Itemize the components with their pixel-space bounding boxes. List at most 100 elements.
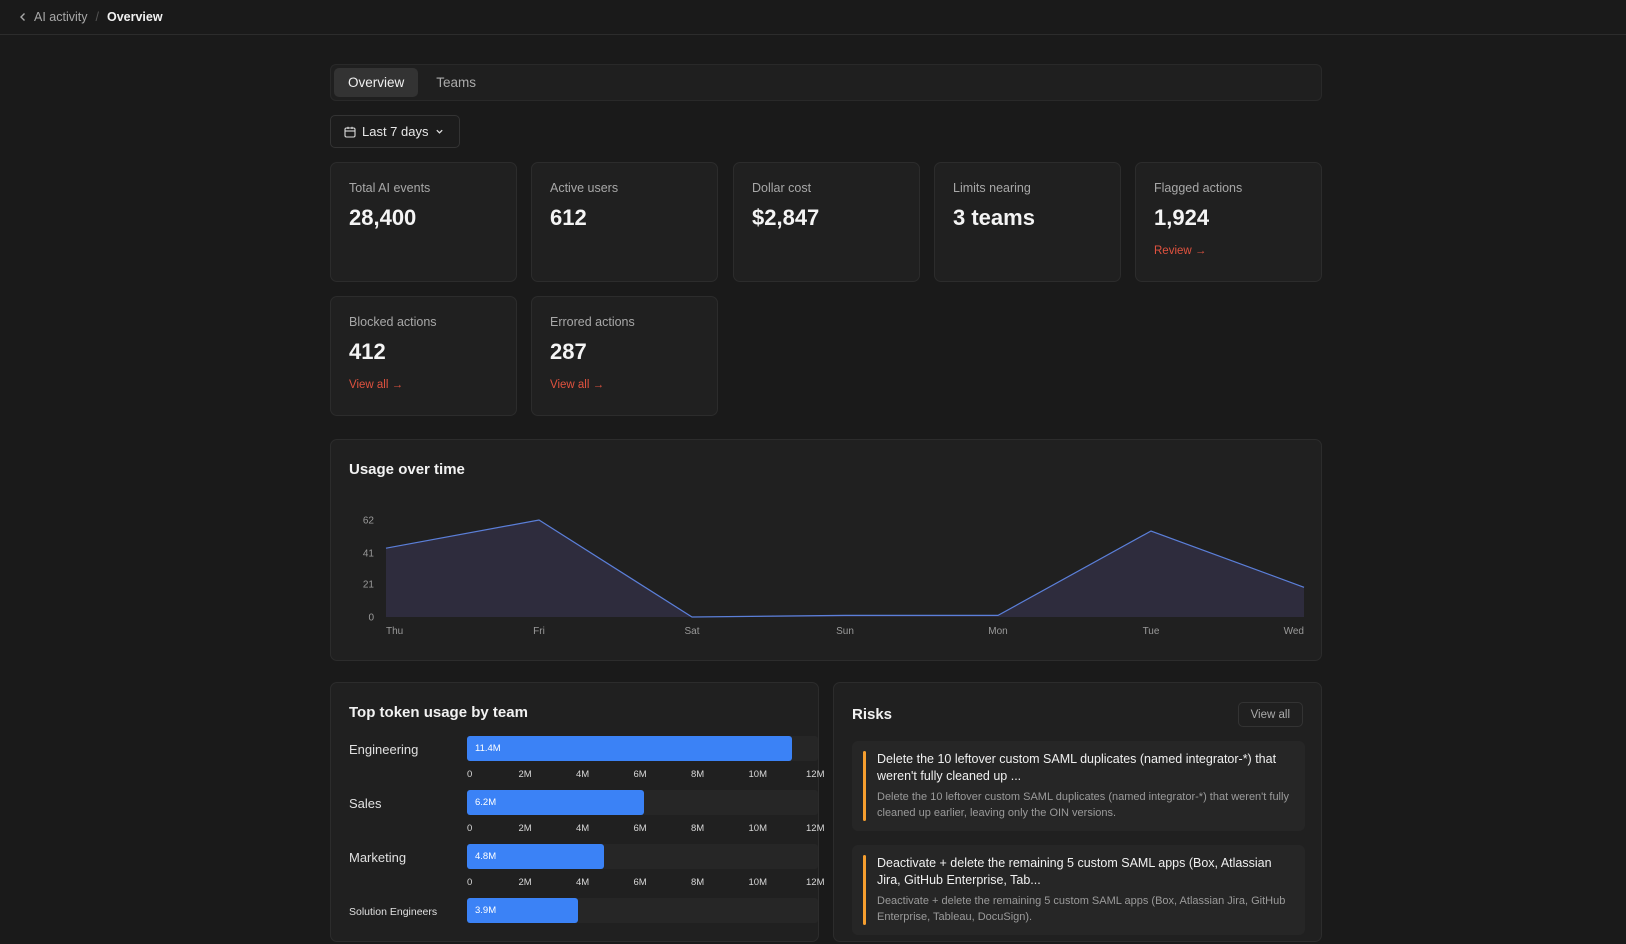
chevron-down-icon: [435, 127, 444, 136]
bar-track: 3.9M: [467, 898, 818, 923]
bar-track: 4.8M: [467, 844, 818, 869]
calendar-icon: [344, 126, 356, 138]
tab-teams[interactable]: Teams: [422, 68, 490, 97]
team-label: Marketing: [349, 850, 406, 865]
x-tick-label: Mon: [988, 626, 1007, 637]
bar-track: 6.2M: [467, 790, 818, 815]
date-range-dropdown[interactable]: Last 7 days: [330, 115, 460, 148]
stat-label: Limits nearing: [953, 181, 1102, 195]
stat-card-errored-actions: Errored actions 287 View all →: [531, 296, 718, 416]
y-tick-label: 41: [363, 548, 375, 559]
x-tick-label: Tue: [1143, 626, 1160, 637]
stat-card-blocked-actions: Blocked actions 412 View all →: [330, 296, 517, 416]
x-tick-label: 0: [467, 769, 472, 780]
x-tick-label: 2M: [519, 823, 532, 834]
x-tick-label: Wed: [1284, 626, 1304, 637]
breadcrumb-separator: /: [96, 10, 99, 24]
stat-value: 3 teams: [953, 205, 1102, 231]
x-tick-label: 6M: [634, 877, 647, 888]
stat-value: $2,847: [752, 205, 901, 231]
risks-title: Risks: [852, 706, 892, 723]
y-tick-label: 21: [363, 580, 375, 591]
bar-track: 11.4M: [467, 736, 818, 761]
stat-card-limits-nearing: Limits nearing 3 teams: [934, 162, 1121, 282]
x-tick-label: 4M: [576, 823, 589, 834]
x-tick-label: 0: [467, 877, 472, 888]
stat-cards: Total AI events 28,400 Active users 612 …: [330, 162, 1322, 417]
view-all-blocked-link[interactable]: View all →: [349, 379, 403, 391]
bar-value-label: 4.8M: [475, 851, 496, 862]
x-tick-label: 12M: [806, 823, 824, 834]
token-usage-title: Top token usage by team: [349, 704, 528, 721]
x-tick-label: 8M: [691, 769, 704, 780]
risk-item[interactable]: Delete the 10 leftover custom SAML dupli…: [852, 741, 1305, 831]
x-tick-label: 4M: [576, 769, 589, 780]
stat-label: Dollar cost: [752, 181, 901, 195]
x-tick-label: 0: [467, 823, 472, 834]
breadcrumb-current: Overview: [107, 10, 163, 24]
stat-value: 287: [550, 339, 699, 365]
risk-title: Deactivate + delete the remaining 5 cust…: [877, 855, 1291, 889]
risk-severity-bar: [863, 751, 866, 821]
stat-card-total-events: Total AI events 28,400: [330, 162, 517, 282]
team-label: Solution Engineers: [349, 906, 437, 918]
stat-card-dollar-cost: Dollar cost $2,847: [733, 162, 920, 282]
view-all-errored-link[interactable]: View all →: [550, 379, 604, 391]
bar-value-label: 6.2M: [475, 797, 496, 808]
y-tick-label: 0: [368, 613, 374, 624]
x-tick-label: 8M: [691, 823, 704, 834]
usage-area-fill: [386, 520, 1304, 617]
x-tick-label: 12M: [806, 877, 824, 888]
stat-value: 612: [550, 205, 699, 231]
risks-view-all-button[interactable]: View all: [1238, 702, 1303, 727]
team-usage-bar: 6.2M: [467, 790, 644, 815]
x-tick-label: 4M: [576, 877, 589, 888]
stat-value: 28,400: [349, 205, 498, 231]
stat-label: Errored actions: [550, 315, 699, 329]
stat-label: Total AI events: [349, 181, 498, 195]
stat-card-flagged-actions: Flagged actions 1,924 Review →: [1135, 162, 1322, 282]
x-tick-label: 12M: [806, 769, 824, 780]
y-tick-label: 62: [363, 516, 375, 527]
date-range-label: Last 7 days: [362, 124, 429, 139]
x-tick-label: 2M: [519, 877, 532, 888]
team-label: Sales: [349, 796, 382, 811]
review-link[interactable]: Review →: [1154, 245, 1206, 257]
risk-title: Delete the 10 leftover custom SAML dupli…: [877, 751, 1291, 785]
team-usage-bar: 3.9M: [467, 898, 578, 923]
x-tick-label: 8M: [691, 877, 704, 888]
x-tick-label: 10M: [749, 823, 767, 834]
tab-bar: Overview Teams: [330, 64, 1322, 101]
stat-label: Flagged actions: [1154, 181, 1303, 195]
team-bar-row: Solution Engineers 3.9M: [349, 898, 804, 944]
breadcrumb: AI activity / Overview: [0, 0, 1626, 35]
team-label: Engineering: [349, 742, 418, 757]
x-tick-label: Sat: [684, 626, 699, 637]
risk-severity-bar: [863, 855, 866, 925]
breadcrumb-back-link[interactable]: AI activity: [18, 10, 88, 24]
stat-value: 1,924: [1154, 205, 1303, 231]
tab-overview[interactable]: Overview: [334, 68, 418, 97]
stat-value: 412: [349, 339, 498, 365]
stat-card-active-users: Active users 612: [531, 162, 718, 282]
x-tick-label: Sun: [836, 626, 854, 637]
stat-label: Active users: [550, 181, 699, 195]
risk-item[interactable]: Deactivate + delete the remaining 5 cust…: [852, 845, 1305, 935]
x-tick-label: Thu: [386, 626, 403, 637]
x-tick-label: 2M: [519, 769, 532, 780]
risk-description: Delete the 10 leftover custom SAML dupli…: [877, 790, 1291, 821]
team-usage-bar: 11.4M: [467, 736, 792, 761]
x-tick-label: 6M: [634, 823, 647, 834]
chevron-left-icon: [18, 12, 28, 22]
breadcrumb-parent[interactable]: AI activity: [34, 10, 88, 24]
bar-value-label: 3.9M: [475, 905, 496, 916]
x-tick-label: 6M: [634, 769, 647, 780]
